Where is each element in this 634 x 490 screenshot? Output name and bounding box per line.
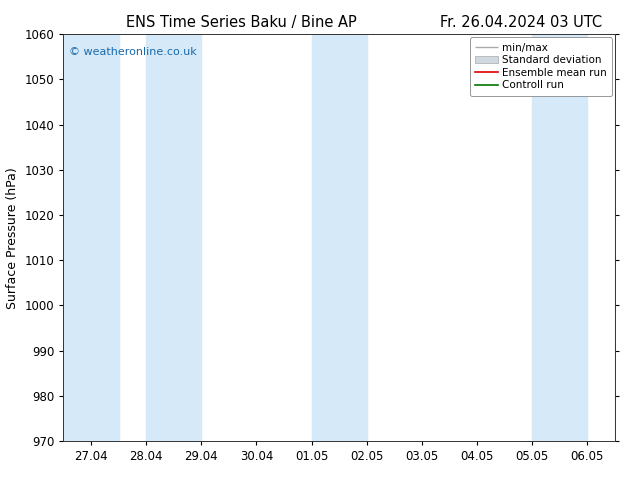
Legend: min/max, Standard deviation, Ensemble mean run, Controll run: min/max, Standard deviation, Ensemble me… [470,37,612,96]
Bar [533,34,588,441]
Bar [312,34,367,441]
Text: Fr. 26.04.2024 03 UTC: Fr. 26.04.2024 03 UTC [440,15,602,30]
Text: © weatheronline.co.uk: © weatheronline.co.uk [69,47,197,56]
Bar [615,34,634,441]
Bar [146,34,202,441]
Text: ENS Time Series Baku / Bine AP: ENS Time Series Baku / Bine AP [126,15,356,30]
Y-axis label: Surface Pressure (hPa): Surface Pressure (hPa) [6,167,19,309]
Bar [63,34,119,441]
